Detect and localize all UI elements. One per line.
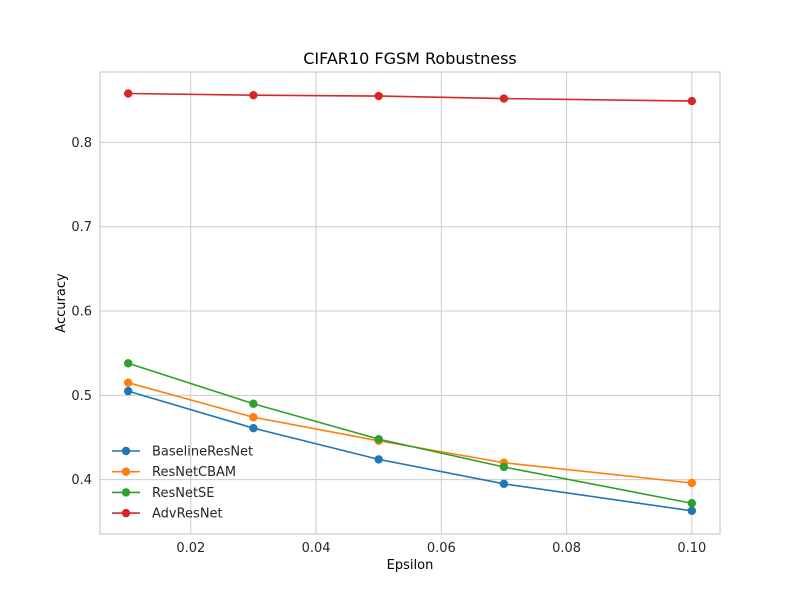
y-tick-label: 0.7	[71, 220, 92, 235]
y-tick-label: 0.4	[71, 473, 92, 488]
data-point	[687, 506, 697, 516]
legend-marker	[121, 446, 131, 456]
data-point	[374, 455, 383, 464]
data-point	[374, 91, 383, 101]
chart-title: CIFAR10 FGSM Robustness	[303, 49, 517, 68]
data-point	[499, 479, 509, 489]
series-lines	[123, 89, 697, 516]
data-point	[499, 94, 509, 103]
series-line	[128, 92, 692, 102]
data-point	[249, 399, 258, 408]
legend-marker	[121, 488, 131, 497]
legend: BaselineResNet ResNetCBAM ResNetSE AdvResNe…	[112, 445, 253, 522]
x-tick-label: 0.02	[176, 541, 205, 556]
data-point	[687, 499, 697, 508]
legend-label: ResNetSE	[152, 486, 215, 501]
legend-item: AdvResNet	[112, 507, 223, 522]
series-line	[127, 362, 692, 505]
y-tick-label: 0.5	[71, 389, 92, 404]
data-point	[499, 462, 509, 472]
x-tick-labels: 0.02 0.04 0.06 0.08 0.10	[176, 541, 706, 556]
data-point	[374, 434, 383, 444]
legend-marker	[121, 467, 131, 476]
legend-label: ResNetCBAM	[152, 465, 236, 480]
data-point	[123, 89, 133, 98]
series-AdvResNet	[123, 89, 697, 106]
legend-label: BaselineResNet	[152, 445, 253, 460]
data-point	[687, 478, 697, 488]
x-tick-label: 0.04	[302, 541, 331, 556]
y-tick-label: 0.6	[71, 305, 92, 320]
legend-item: ResNetSE	[112, 486, 215, 501]
data-point	[249, 413, 258, 422]
y-tick-labels: 0.4 0.5 0.6 0.7 0.8	[71, 136, 92, 488]
data-point	[123, 378, 133, 387]
legend-item: ResNetCBAM	[112, 465, 236, 480]
x-axis-label: Epsilon	[387, 558, 434, 573]
grid-lines	[100, 72, 720, 534]
y-tick-label: 0.8	[71, 136, 92, 151]
data-point	[123, 386, 133, 396]
data-point	[249, 423, 258, 433]
legend-label: AdvResNet	[152, 507, 223, 522]
legend-marker	[121, 508, 131, 518]
x-tick-label: 0.08	[552, 541, 581, 556]
plot-frame	[99, 71, 721, 535]
series-ResNetSE	[123, 359, 697, 508]
x-tick-label: 0.10	[677, 541, 706, 556]
y-axis-label: Accuracy	[54, 273, 69, 333]
series-BaselineResNet	[123, 386, 697, 516]
data-point	[123, 359, 133, 368]
data-point	[249, 90, 258, 100]
data-point	[687, 96, 697, 106]
legend-item: BaselineResNet	[112, 445, 253, 460]
x-tick-label: 0.06	[427, 541, 456, 556]
